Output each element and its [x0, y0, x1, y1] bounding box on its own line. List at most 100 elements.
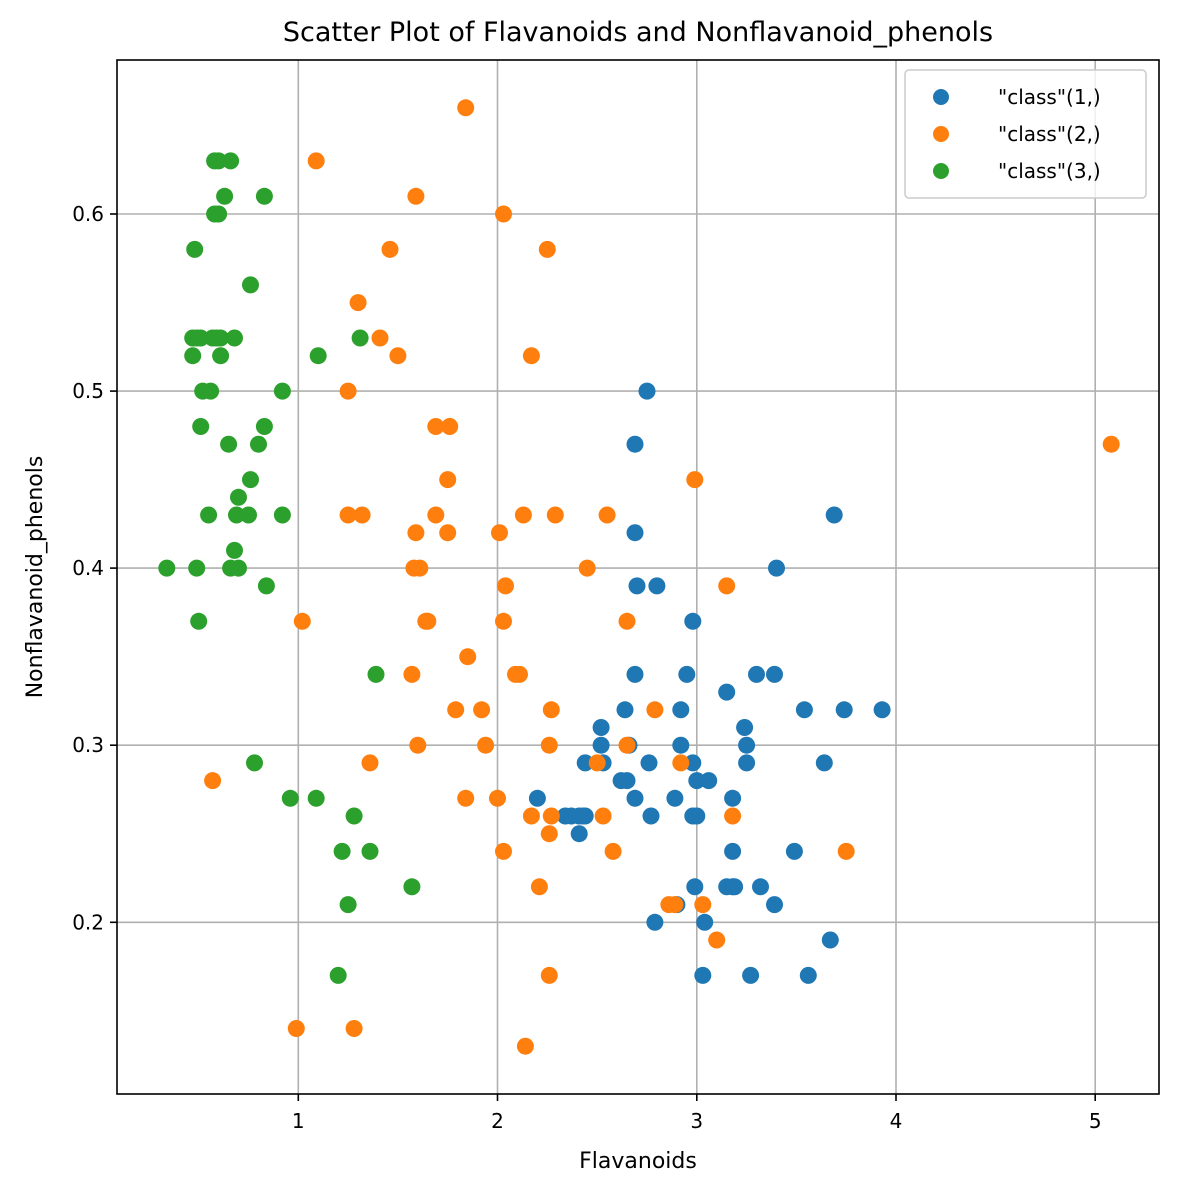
data-point-class-1 — [694, 966, 712, 984]
data-point-class-3 — [273, 382, 291, 400]
data-point-class-2 — [540, 825, 558, 843]
data-point-class-2 — [441, 418, 459, 435]
data-point-class-2 — [389, 347, 407, 365]
data-point-class-1 — [742, 966, 760, 984]
y-axis-label: Nonflavanoid_phenols — [23, 456, 48, 699]
data-point-class-2 — [718, 577, 736, 595]
data-point-class-3 — [186, 240, 204, 258]
data-point-class-2 — [837, 842, 855, 860]
data-point-class-2 — [495, 612, 512, 630]
data-point-class-2 — [1102, 435, 1120, 453]
data-point-class-2 — [407, 524, 425, 542]
y-tick-label: 0.5 — [72, 379, 104, 403]
data-point-class-2 — [618, 736, 636, 754]
data-point-class-3 — [257, 577, 275, 595]
data-point-class-2 — [439, 524, 457, 542]
data-point-class-1 — [642, 807, 660, 825]
data-point-class-2 — [407, 187, 425, 205]
data-point-class-3 — [216, 187, 234, 205]
data-point-class-3 — [226, 541, 243, 559]
data-point-class-3 — [246, 754, 263, 772]
legend-box — [904, 69, 1147, 199]
data-point-class-2 — [646, 701, 664, 719]
data-point-class-1 — [700, 772, 718, 790]
plot-frame — [116, 59, 1160, 1095]
data-point-class-1 — [766, 665, 783, 683]
legend-label-class-2: "class"(2,) — [998, 122, 1101, 146]
data-point-class-1 — [684, 612, 702, 630]
data-point-class-3 — [210, 205, 228, 223]
data-point-class-2 — [672, 754, 690, 772]
data-point-class-2 — [204, 772, 222, 790]
data-point-class-3 — [339, 896, 357, 914]
data-point-class-2 — [694, 896, 712, 914]
data-point-class-2 — [489, 789, 506, 807]
data-point-class-3 — [188, 559, 206, 577]
data-point-class-1 — [628, 577, 646, 595]
data-point-class-1 — [666, 789, 684, 807]
data-point-class-1 — [738, 754, 756, 772]
legend-marker-class-3 — [933, 163, 949, 179]
data-point-class-3 — [220, 435, 238, 453]
data-point-class-1 — [768, 559, 785, 577]
x-tick-label: 4 — [890, 1109, 903, 1133]
data-point-class-3 — [273, 506, 291, 524]
data-point-class-1 — [626, 524, 644, 542]
data-point-class-3 — [228, 506, 245, 524]
data-point-class-2 — [353, 506, 371, 524]
data-point-class-3 — [242, 471, 259, 489]
data-point-class-2 — [457, 789, 475, 807]
data-point-class-1 — [718, 683, 736, 701]
data-point-class-3 — [329, 966, 347, 984]
data-point-class-3 — [333, 842, 351, 860]
data-point-class-1 — [873, 701, 891, 719]
data-point-class-3 — [250, 435, 267, 453]
data-point-class-2 — [666, 896, 684, 914]
data-point-class-1 — [686, 878, 704, 896]
data-point-class-2 — [530, 878, 548, 896]
data-point-class-2 — [293, 612, 311, 630]
data-point-class-2 — [618, 612, 636, 630]
data-point-class-3 — [202, 382, 220, 400]
data-point-class-3 — [230, 559, 247, 577]
data-point-class-1 — [795, 701, 813, 719]
data-point-class-2 — [409, 736, 427, 754]
data-point-class-1 — [618, 772, 636, 790]
data-point-class-1 — [752, 878, 769, 896]
x-tick-label: 1 — [292, 1109, 305, 1133]
data-point-class-3 — [226, 329, 243, 347]
data-point-class-2 — [540, 966, 558, 984]
chart-title: Scatter Plot of Flavanoids and Nonflavan… — [283, 17, 993, 48]
data-point-class-2 — [495, 205, 512, 223]
data-point-class-2 — [427, 418, 445, 435]
data-point-class-3 — [309, 347, 327, 365]
data-point-class-2 — [491, 524, 508, 542]
data-point-class-1 — [696, 913, 714, 931]
data-point-class-3 — [230, 488, 247, 506]
data-point-class-3 — [210, 152, 228, 170]
data-point-class-1 — [672, 701, 690, 719]
data-point-class-3 — [192, 418, 210, 435]
data-point-class-3 — [351, 329, 369, 347]
data-point-class-2 — [371, 329, 389, 347]
data-point-class-2 — [307, 152, 325, 170]
data-point-class-3 — [403, 878, 421, 896]
data-point-class-2 — [403, 665, 421, 683]
data-point-class-2 — [522, 347, 540, 365]
data-point-class-2 — [516, 1037, 534, 1055]
data-point-class-1 — [785, 842, 803, 860]
data-point-class-1 — [592, 736, 610, 754]
data-point-class-2 — [457, 99, 475, 117]
data-point-class-2 — [708, 931, 726, 949]
legend-marker-class-1 — [933, 89, 949, 105]
data-point-class-3 — [200, 506, 218, 524]
data-point-class-2 — [495, 842, 512, 860]
legend-label-class-3: "class"(3,) — [998, 159, 1101, 183]
data-point-class-1 — [638, 382, 656, 400]
data-point-class-2 — [514, 506, 532, 524]
data-point-class-1 — [684, 754, 702, 772]
data-point-class-3 — [240, 506, 257, 524]
data-point-class-1 — [724, 789, 742, 807]
